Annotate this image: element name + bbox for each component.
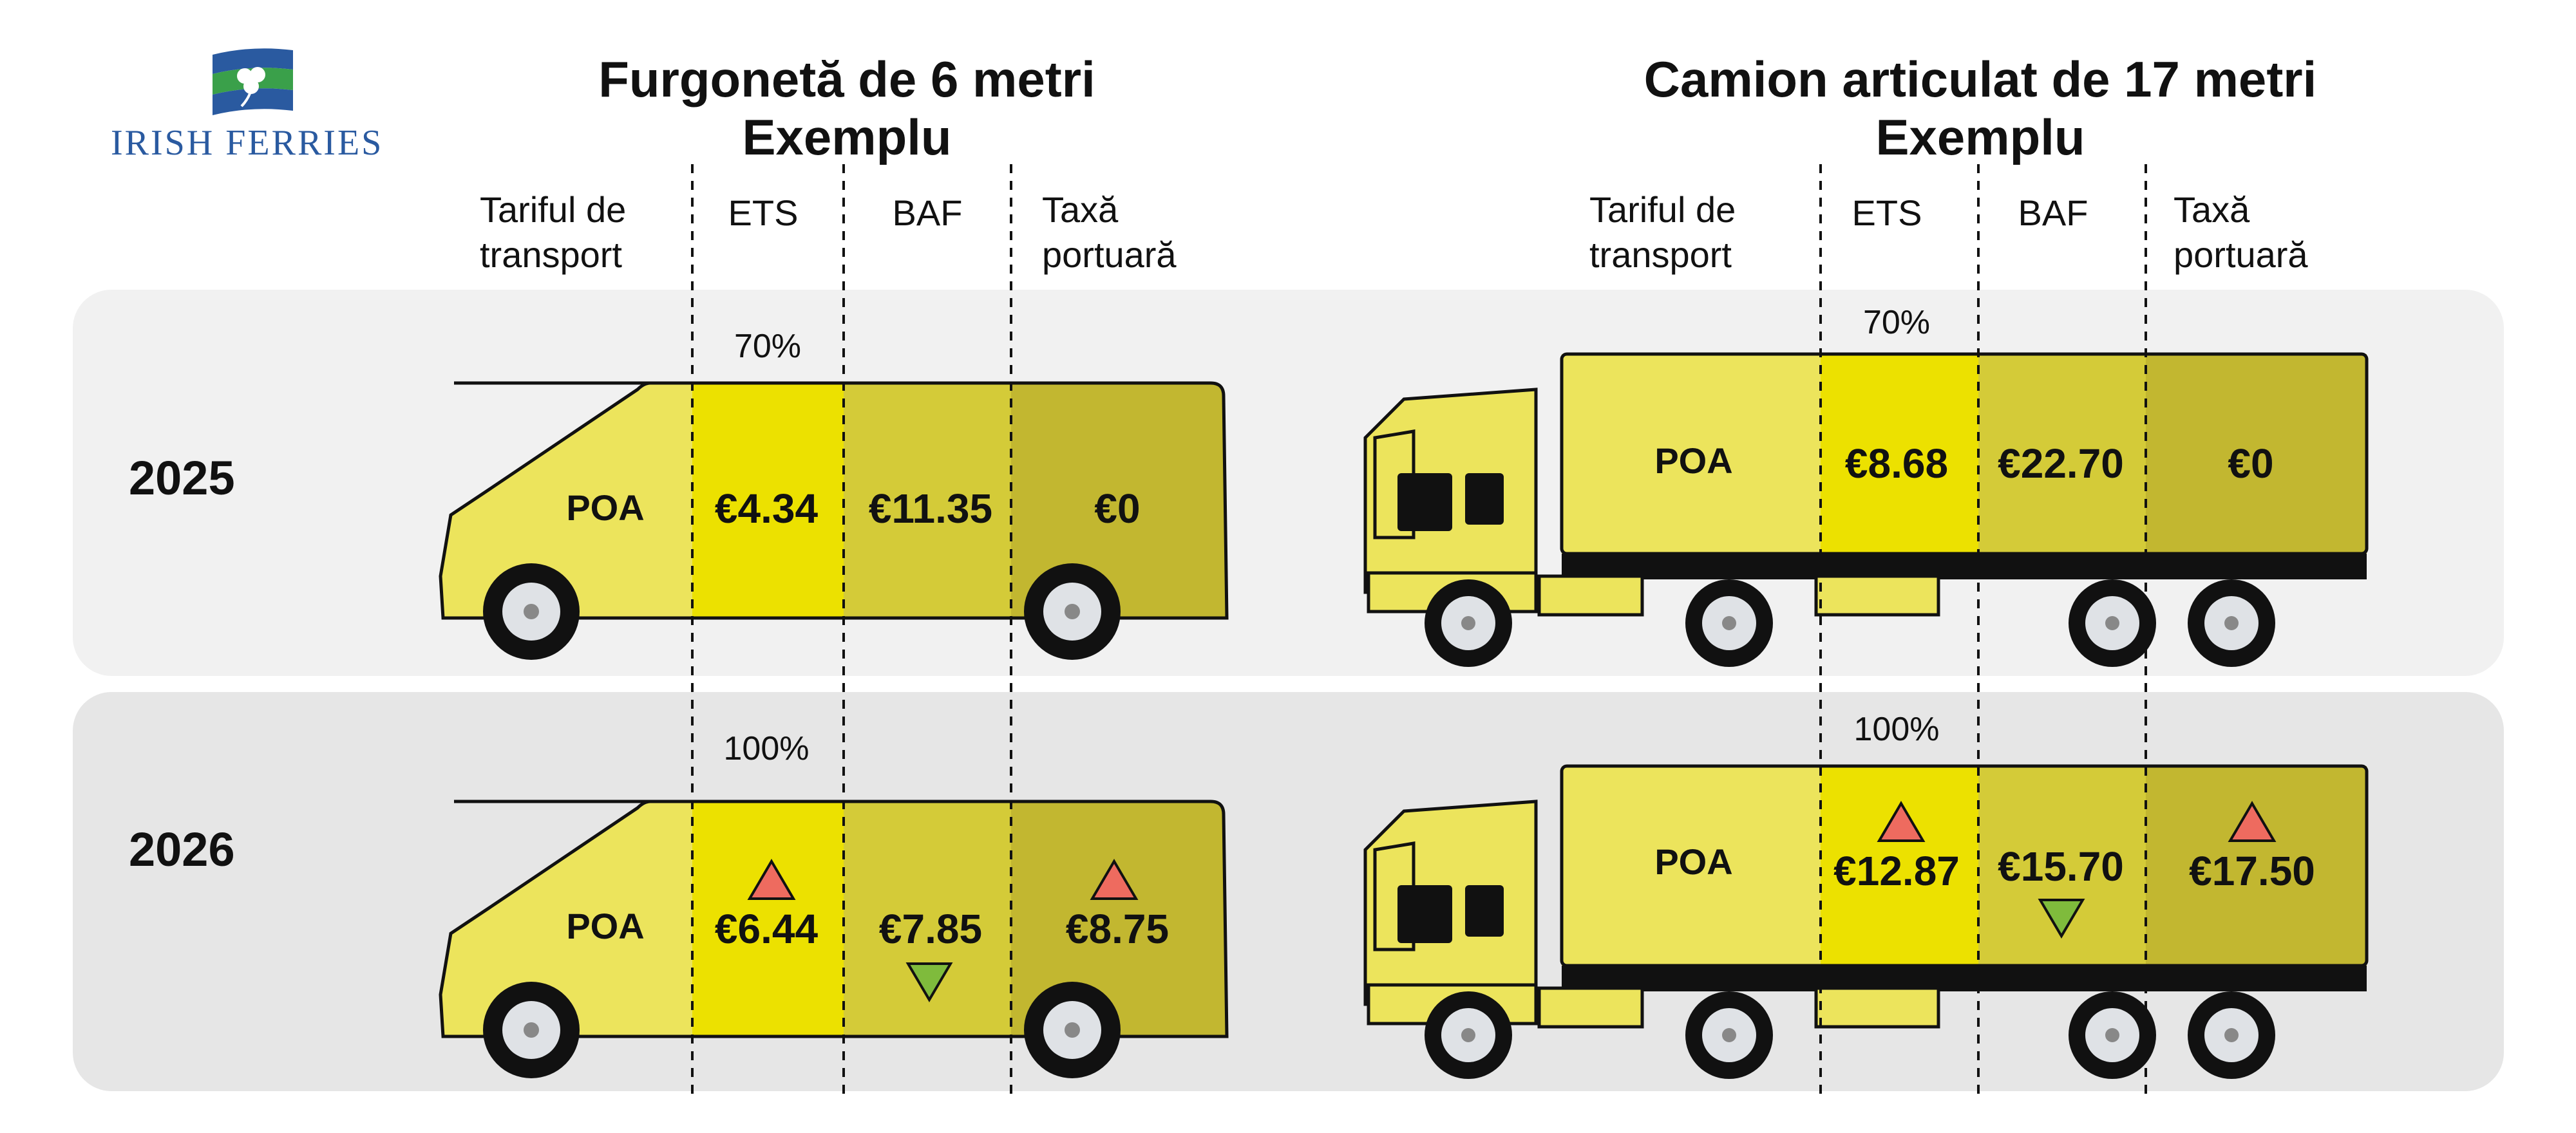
van-2026-ets-percent: 100% — [724, 730, 810, 767]
truck-2025-trailer-wheel-2 — [2188, 579, 2275, 667]
van-2025-baf-segment — [844, 383, 1011, 618]
van-2025-freight-value: POA — [566, 487, 644, 528]
truck-2025-ets-segment — [1821, 354, 1978, 554]
van-2025-front-wheel — [483, 563, 580, 660]
van-2026-front-wheel — [483, 982, 580, 1078]
truck-2025-freight-segment — [1562, 354, 1821, 554]
van-header-port-line2: portuară — [1042, 234, 1177, 275]
truck-2026-ets-percent: 100% — [1854, 711, 1940, 748]
truck-2026-baf-value: €15.70 — [1998, 843, 2124, 890]
truck-2026-ets-segment — [1821, 766, 1978, 966]
truck-2025-ets-value: €8.68 — [1845, 440, 1948, 487]
van-2026-baf-down-triangle-icon — [905, 962, 953, 1002]
truck-2026-port-segment — [2146, 766, 2367, 966]
year-2025-label: 2025 — [129, 451, 235, 505]
truck-2025-baf-value: €22.70 — [1998, 440, 2124, 487]
truck-header-port-line2: portuară — [2174, 234, 2308, 275]
truck-header-baf: BAF — [2018, 192, 2088, 233]
van-2026-ets-up-triangle-icon — [747, 859, 796, 900]
van-2025 — [439, 381, 1229, 660]
van-2026-rear-wheel — [1024, 982, 1121, 1078]
truck-2026-ets-up-triangle-icon — [1877, 801, 1926, 842]
van-2026-baf-value: €7.85 — [879, 906, 982, 952]
truck-header-ets: ETS — [1852, 192, 1922, 233]
van-header-freight-line1: Tariful de — [480, 189, 626, 230]
truck-2026-freight-value: POA — [1654, 841, 1732, 882]
van-header-baf: BAF — [893, 192, 963, 233]
truck-title-line2: Exemplu — [1875, 109, 2085, 165]
truck-2026-front-wheel — [1425, 991, 1512, 1079]
van-2026-freight-value: POA — [566, 906, 644, 946]
column-dividers — [691, 164, 2147, 1101]
truck-2026-drive-wheel — [1685, 991, 1773, 1079]
truck-2025-baf-segment — [1978, 354, 2146, 554]
van-title-line1: Furgonetă de 6 metri — [598, 51, 1095, 108]
van-title-line2: Exemplu — [742, 109, 951, 165]
van-2025-ets-percent: 70% — [734, 328, 801, 365]
truck-header-freight-line2: transport — [1589, 234, 1732, 275]
truck-2026 — [1363, 764, 2369, 1079]
truck-2025-front-wheel — [1425, 579, 1512, 667]
truck-2026-freight-segment — [1562, 766, 1821, 966]
van-2025-rear-wheel — [1024, 563, 1121, 660]
truck-2025-freight-value: POA — [1654, 440, 1732, 481]
truck-header-freight-line1: Tariful de — [1589, 189, 1736, 230]
van-header-ets: ETS — [728, 192, 799, 233]
van-2025-ets-segment — [692, 383, 844, 618]
van-2025-baf-value: €11.35 — [869, 485, 992, 532]
van-2025-ets-value: €4.34 — [715, 485, 819, 532]
truck-2026-port-up-triangle-icon — [2228, 801, 2277, 842]
irish-ferries-logo: IRISH FERRIES — [111, 48, 383, 163]
truck-2026-baf-down-triangle-icon — [2038, 899, 2085, 939]
shamrock-flag-icon — [213, 48, 293, 115]
truck-2025-port-segment — [2146, 354, 2367, 554]
truck-2025-port-value: €0 — [2228, 440, 2273, 487]
van-2026-ets-value: €6.44 — [715, 906, 819, 952]
van-header-freight-line2: transport — [480, 234, 622, 275]
truck-2025-ets-percent: 70% — [1863, 304, 1930, 341]
van-2026-port-value: €8.75 — [1066, 906, 1169, 952]
truck-title-line1: Camion articulat de 17 metri — [1644, 51, 2317, 108]
van-2026-port-up-triangle-icon — [1090, 859, 1139, 900]
year-2026-label: 2026 — [129, 823, 235, 876]
brand-name: IRISH FERRIES — [111, 123, 383, 163]
truck-2025-trailer-wheel-1 — [2069, 579, 2156, 667]
truck-2025-drive-wheel — [1685, 579, 1773, 667]
van-2026-ets-segment — [692, 801, 844, 1036]
van-2025-port-value: €0 — [1094, 485, 1140, 532]
truck-2026-port-value: €17.50 — [2189, 848, 2315, 894]
truck-2026-trailer-wheel-1 — [2069, 991, 2156, 1079]
truck-2025 — [1363, 352, 2369, 667]
van-header-port-line1: Taxă — [1042, 189, 1119, 230]
truck-2026-trailer-wheel-2 — [2188, 991, 2275, 1079]
truck-2026-ets-value: €12.87 — [1833, 848, 1960, 894]
truck-header-port-line1: Taxă — [2174, 189, 2250, 230]
